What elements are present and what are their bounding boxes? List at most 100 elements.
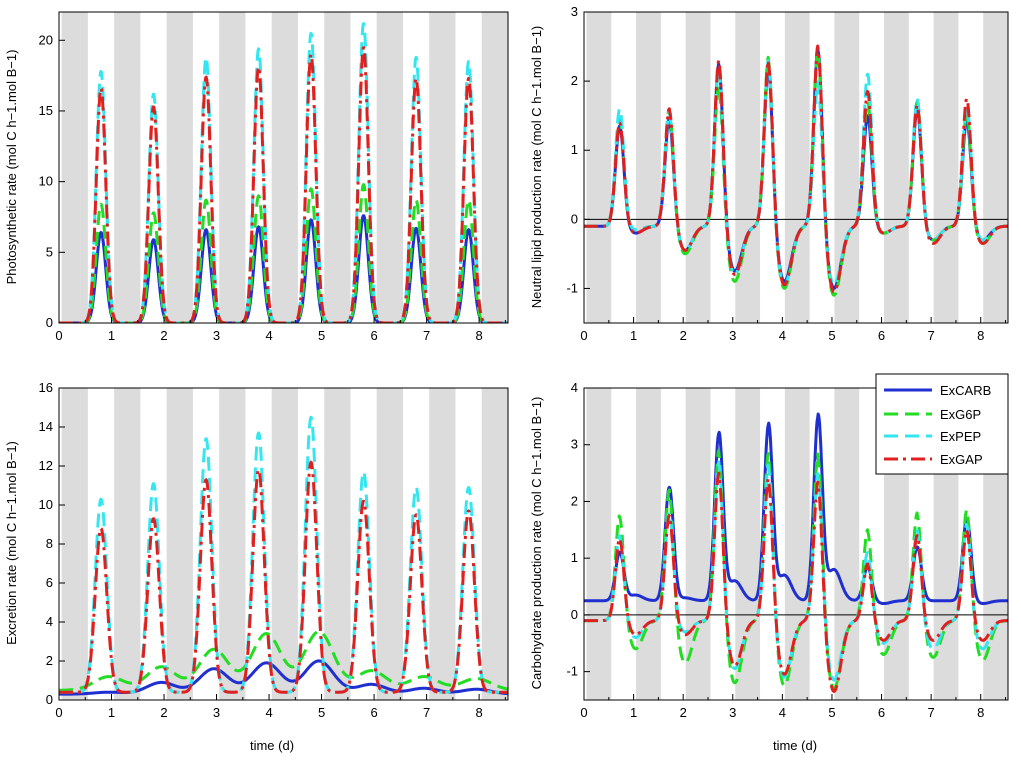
x-tick-label: 7 bbox=[423, 328, 430, 343]
night-band bbox=[166, 12, 193, 323]
night-band bbox=[586, 12, 612, 323]
y-tick-label: 20 bbox=[39, 32, 53, 47]
legend-label-exgap: ExGAP bbox=[940, 452, 983, 467]
legend-label-expep: ExPEP bbox=[940, 429, 981, 444]
x-tick-label: 0 bbox=[580, 328, 587, 343]
ylabel-carbohydrate: Carbohydrate production rate (mol C h−1.… bbox=[529, 397, 544, 690]
xlabel-excretion: time (d) bbox=[250, 738, 294, 753]
y-tick-label: 4 bbox=[46, 614, 53, 629]
y-tick-label: 3 bbox=[571, 437, 578, 452]
ylabel-excretion: Excretion rate (mol C h−1.mol B−1) bbox=[4, 441, 19, 645]
legend-label-exg6p: ExG6P bbox=[940, 407, 981, 422]
x-tick-label: 5 bbox=[318, 705, 325, 720]
night-band bbox=[429, 388, 456, 700]
night-band bbox=[636, 388, 661, 700]
panel-photosynthesis: Photosynthetic rate (mol C h−1.mol B−1) … bbox=[4, 11, 509, 343]
night-band bbox=[271, 12, 298, 323]
night-band bbox=[61, 388, 88, 700]
y-tick-label: 2 bbox=[571, 73, 578, 88]
x-tick-label: 6 bbox=[878, 705, 885, 720]
x-tick-label: 0 bbox=[580, 705, 587, 720]
x-tick-label: 6 bbox=[370, 328, 377, 343]
y-tick-label: 0 bbox=[46, 315, 53, 330]
night-band bbox=[685, 12, 711, 323]
night-band bbox=[271, 388, 298, 700]
x-tick-label: 0 bbox=[55, 328, 62, 343]
x-tick-label: 3 bbox=[213, 328, 220, 343]
x-tick-label: 7 bbox=[423, 705, 430, 720]
legend: ExCARB ExG6P ExPEP ExGAP bbox=[875, 373, 1009, 475]
night-band bbox=[429, 12, 456, 323]
night-band bbox=[219, 388, 246, 700]
y-tick-label: 15 bbox=[39, 103, 53, 118]
night-band bbox=[219, 12, 246, 323]
series-excarb-line bbox=[584, 412, 1008, 605]
x-tick-label: 1 bbox=[108, 328, 115, 343]
night-band bbox=[735, 388, 761, 700]
y-tick-label: 16 bbox=[39, 380, 53, 395]
night-band bbox=[114, 12, 141, 323]
series-exgap-line bbox=[59, 460, 508, 694]
series-exgap-line bbox=[584, 471, 1008, 693]
x-tick-label: 6 bbox=[370, 705, 377, 720]
x-tick-label: 1 bbox=[630, 705, 637, 720]
night-band bbox=[834, 388, 860, 700]
night-band bbox=[884, 12, 909, 323]
x-tick-label: 3 bbox=[213, 705, 220, 720]
night-band bbox=[376, 12, 403, 323]
y-tick-label: 8 bbox=[46, 536, 53, 551]
x-tick-label: 8 bbox=[977, 705, 984, 720]
x-tick-label: 3 bbox=[729, 328, 736, 343]
x-tick-label: 2 bbox=[680, 705, 687, 720]
y-tick-label: -1 bbox=[566, 664, 578, 679]
series-exgap-line bbox=[584, 44, 1008, 294]
y-tick-label: 12 bbox=[39, 458, 53, 473]
plot-frame bbox=[583, 387, 1009, 701]
night-band bbox=[114, 388, 141, 700]
panel-neutral-lipid: Neutral lipid production rate (mol C h−1… bbox=[529, 4, 1009, 343]
night-band bbox=[983, 12, 1008, 323]
x-tick-label: 6 bbox=[878, 328, 885, 343]
ylabel-neutral-lipid: Neutral lipid production rate (mol C h−1… bbox=[529, 26, 544, 309]
y-tick-label: 4 bbox=[571, 380, 578, 395]
night-band bbox=[376, 388, 403, 700]
x-tick-label: 5 bbox=[318, 328, 325, 343]
x-tick-label: 5 bbox=[828, 328, 835, 343]
x-tick-label: 7 bbox=[928, 328, 935, 343]
night-band bbox=[685, 388, 711, 700]
x-tick-label: 5 bbox=[828, 705, 835, 720]
x-tick-label: 2 bbox=[680, 328, 687, 343]
x-tick-label: 4 bbox=[265, 705, 272, 720]
night-band bbox=[735, 12, 761, 323]
night-band bbox=[481, 388, 508, 700]
x-tick-label: 8 bbox=[475, 328, 482, 343]
x-tick-label: 3 bbox=[729, 705, 736, 720]
plot-frame bbox=[58, 11, 509, 324]
legend-label-excarb: ExCARB bbox=[940, 383, 991, 398]
y-tick-label: 1 bbox=[571, 142, 578, 157]
y-tick-label: 3 bbox=[571, 4, 578, 19]
night-band bbox=[636, 12, 661, 323]
night-band bbox=[586, 388, 612, 700]
x-tick-label: 8 bbox=[475, 705, 482, 720]
y-tick-label: 2 bbox=[46, 653, 53, 668]
y-tick-label: 2 bbox=[571, 493, 578, 508]
x-tick-label: 1 bbox=[630, 328, 637, 343]
x-tick-label: 0 bbox=[55, 705, 62, 720]
y-tick-label: 14 bbox=[39, 419, 53, 434]
night-band bbox=[324, 388, 351, 700]
y-tick-label: 1 bbox=[571, 550, 578, 565]
x-tick-label: 2 bbox=[160, 328, 167, 343]
night-band bbox=[61, 12, 88, 323]
x-tick-label: 1 bbox=[108, 705, 115, 720]
y-tick-label: 5 bbox=[46, 244, 53, 259]
night-band bbox=[784, 388, 810, 700]
night-band bbox=[933, 12, 959, 323]
x-tick-label: 4 bbox=[779, 328, 786, 343]
x-tick-label: 4 bbox=[779, 705, 786, 720]
y-tick-label: 10 bbox=[39, 174, 53, 189]
x-tick-label: 4 bbox=[265, 328, 272, 343]
night-band bbox=[324, 12, 351, 323]
